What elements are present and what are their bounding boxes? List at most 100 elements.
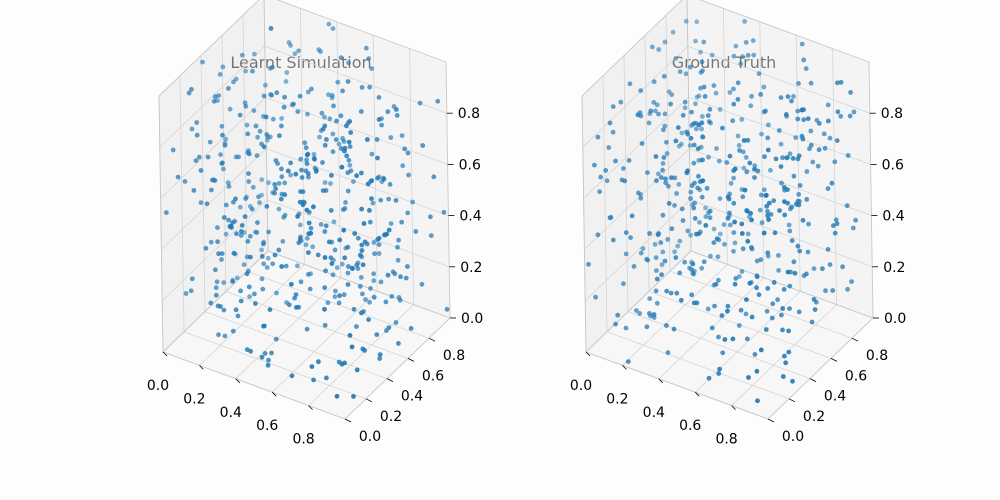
scatter-point [634, 308, 639, 313]
scatter-point [226, 184, 232, 189]
scatter-point [771, 198, 777, 204]
scatter-point [221, 215, 227, 220]
z-tick-label: 0.2 [460, 260, 482, 276]
scatter-point [699, 126, 704, 132]
scatter-point [665, 350, 671, 356]
scatter-point [371, 294, 377, 300]
scatter-point [350, 266, 355, 271]
scatter-point [845, 286, 850, 292]
scatter-point [822, 145, 828, 151]
scatter-point [697, 220, 702, 225]
x-tick-label: 0.0 [147, 378, 169, 394]
scatter-point [700, 134, 706, 140]
scatter-point [347, 162, 353, 168]
scatter-point [717, 366, 722, 372]
scatter-point [259, 276, 265, 282]
scatter-point [613, 158, 618, 164]
scatter-point [679, 141, 684, 147]
scatter-point [259, 177, 265, 183]
scatter-point [228, 223, 234, 229]
scatter-point [692, 216, 698, 221]
scatter-point [393, 320, 399, 325]
scatter-point [304, 161, 310, 167]
scatter-point [722, 241, 727, 247]
scatter-point [233, 154, 239, 160]
scatter-point [834, 138, 840, 144]
scatter-point [736, 143, 742, 148]
scatter-point [320, 188, 326, 194]
scatter-point [362, 239, 368, 245]
scatter-point [375, 155, 380, 161]
scatter-point [276, 247, 282, 253]
scatter-point [393, 198, 399, 203]
scatter-point [234, 275, 240, 281]
chart-learnt-simulation: Learnt Simulation 0.00.20.40.60.80.00.20… [147, 0, 483, 448]
scatter-point [378, 279, 384, 285]
scatter-point [323, 223, 329, 229]
scatter-point [777, 208, 782, 214]
scatter-point [830, 288, 836, 293]
scatter-point [586, 261, 591, 267]
grid-line [832, 48, 837, 305]
scatter-point [800, 217, 806, 223]
scatter-point [239, 52, 245, 58]
scatter-point [649, 44, 655, 50]
scatter-point [765, 147, 771, 153]
scatter-point [293, 171, 299, 177]
scatter-point [288, 43, 293, 48]
scatter-point [299, 175, 305, 180]
scatter-point [246, 171, 251, 177]
scatter-point [717, 231, 723, 237]
scatter-point [735, 80, 741, 86]
scatter-point [369, 196, 374, 202]
scatter-point [318, 49, 323, 54]
scatter-point [347, 333, 353, 338]
scatter-point [299, 167, 304, 173]
z-tick-label: 0.0 [461, 311, 483, 327]
scatter-point [662, 123, 668, 129]
axis-line [699, 0, 870, 63]
scatter-point [387, 182, 393, 187]
scatter-point [304, 326, 310, 332]
scatter-point [761, 230, 767, 236]
scatter-point [827, 135, 833, 141]
scatter-point [238, 288, 244, 294]
scatter-point [303, 145, 309, 151]
scatter-point [685, 131, 691, 137]
scatter-point [635, 112, 641, 118]
scatter-point [735, 133, 741, 139]
scatter-point [743, 311, 749, 317]
scatter-point [303, 242, 309, 248]
scatter-point [223, 136, 229, 142]
scatter-point [222, 333, 228, 339]
scatter-point [342, 145, 348, 151]
x-tick-mark [694, 391, 700, 397]
scatter-point [725, 194, 731, 200]
axis-line [686, 0, 692, 252]
scatter-point [328, 208, 334, 213]
scatter-point [694, 300, 700, 306]
scatter-point [298, 189, 303, 195]
scatter-point [720, 350, 726, 356]
scatter-point [288, 172, 293, 178]
scatter-point [739, 221, 745, 227]
scatter-point [699, 120, 705, 126]
scatter-point [737, 148, 742, 153]
scatter-point [400, 163, 406, 169]
y-tick-mark [788, 398, 796, 403]
scatter-point [322, 114, 327, 120]
scatter-point [304, 207, 310, 213]
scatter-point [238, 233, 244, 238]
scatter-point [808, 142, 814, 148]
scatter-point [250, 184, 256, 190]
scatter-point [323, 268, 328, 274]
scatter-point [252, 291, 257, 297]
scatter-point [640, 246, 646, 252]
scatter-point [296, 48, 301, 54]
scatter-point [731, 200, 737, 206]
scatter-point [626, 158, 632, 163]
scatter-point [782, 353, 787, 359]
scatter-point [603, 168, 609, 173]
scatter-point [833, 217, 839, 223]
scatter-point [744, 169, 750, 175]
